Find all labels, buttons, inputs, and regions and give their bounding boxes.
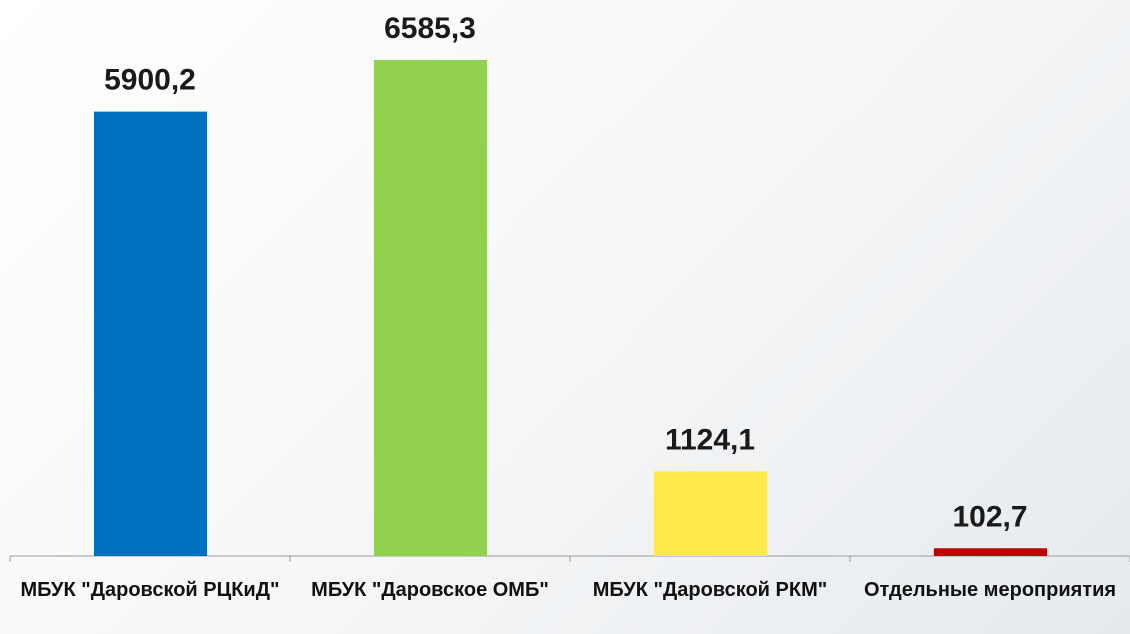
x-tick-label: МБУК "Даровское ОМБ" bbox=[311, 579, 549, 601]
bar bbox=[374, 60, 487, 556]
bar bbox=[654, 471, 767, 556]
bar bbox=[934, 548, 1047, 556]
x-tick-label: Отдельные мероприятия bbox=[863, 579, 1117, 601]
x-tick-label: МБУК "Даровской РЦКиД" bbox=[20, 579, 280, 601]
bar bbox=[94, 111, 207, 557]
value-label: 102,7 bbox=[952, 500, 1027, 533]
value-label: 1124,1 bbox=[665, 423, 755, 456]
value-label: 5900,2 bbox=[104, 64, 196, 97]
x-tick-label: МБУК "Даровской РКМ" bbox=[592, 579, 828, 601]
value-label: 6585,3 bbox=[384, 12, 476, 45]
